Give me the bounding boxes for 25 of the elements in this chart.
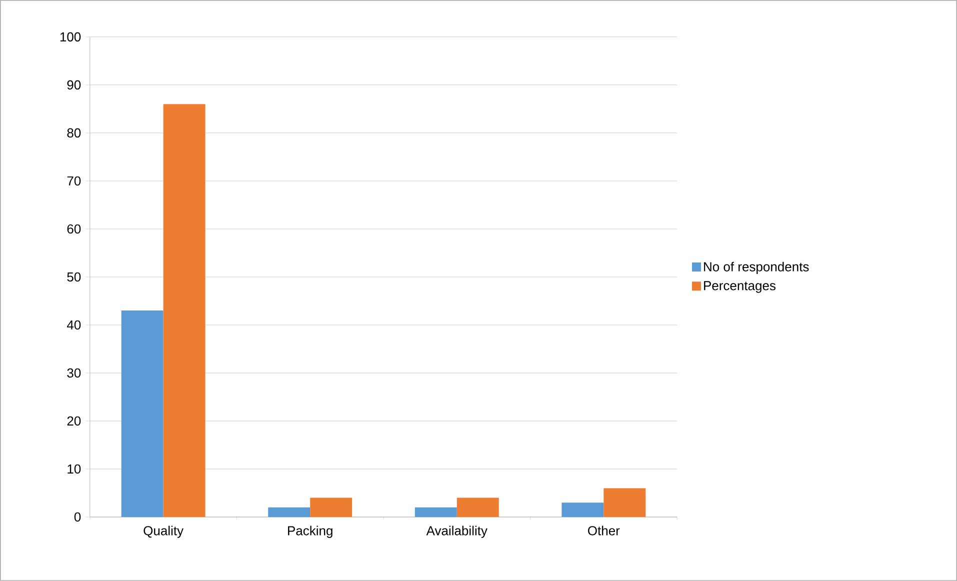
- bar: [562, 502, 604, 518]
- y-tick-label: 90: [67, 80, 81, 90]
- bar: [121, 310, 164, 518]
- bar: [456, 498, 499, 518]
- bar: [163, 104, 206, 518]
- bar: [268, 507, 310, 518]
- x-tick-label: Availability: [426, 526, 488, 538]
- x-tick-label: Quality: [144, 526, 184, 538]
- x-tick-label: Other: [588, 526, 620, 536]
- y-tick-label: 70: [67, 176, 81, 186]
- y-tick-label: 50: [67, 272, 81, 282]
- y-tick-label: 30: [67, 368, 81, 378]
- x-tick-label: Packing: [288, 526, 332, 538]
- y-tick-label: 0: [74, 512, 81, 522]
- y-tick-label: 100: [60, 32, 81, 42]
- bar: [604, 488, 646, 518]
- y-tick-label: 40: [66, 320, 81, 330]
- bar: [310, 498, 352, 518]
- y-tick-label: 60: [67, 224, 81, 234]
- legend-label: No of respondents: [704, 262, 809, 274]
- y-tick-label: 80: [67, 128, 81, 138]
- y-tick-label: 10: [68, 464, 81, 474]
- bar: [414, 507, 457, 518]
- legend-label: Percentages: [704, 281, 776, 293]
- y-tick-label: 20: [67, 416, 81, 426]
